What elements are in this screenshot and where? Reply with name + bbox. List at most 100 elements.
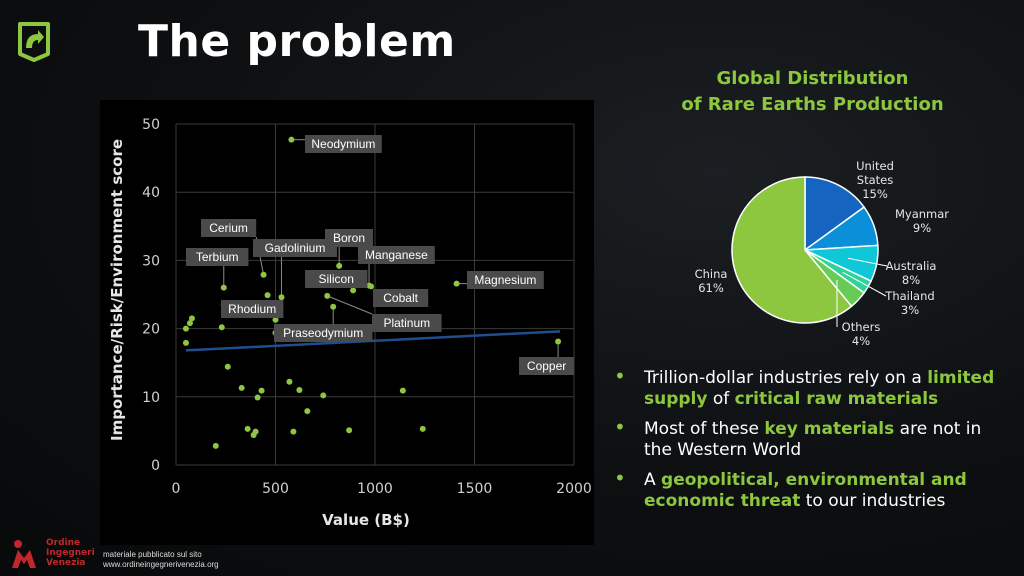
data-point	[304, 408, 311, 415]
x-axis-label: Value (B$)	[322, 511, 410, 529]
bullet-text: A	[644, 470, 662, 490]
data-label: Copper	[527, 359, 566, 373]
data-point	[288, 136, 295, 143]
footer-org-name: Ordine Ingegneri Venezia	[46, 538, 95, 568]
pie-slice-percent: 4%	[852, 334, 870, 348]
callout-box	[221, 300, 284, 318]
pie-slice-percent: 8%	[902, 273, 920, 287]
pie-title-line-1: Global Distribution	[716, 68, 909, 89]
data-point	[218, 324, 225, 331]
callout-box	[274, 324, 373, 342]
bullet-text: Most of these	[644, 419, 765, 439]
data-point	[188, 315, 195, 322]
callout-box	[201, 219, 257, 237]
bullet-highlight-text: critical raw materials	[734, 389, 939, 409]
bullet-text: Trillion-dollar industries rely on a	[644, 368, 928, 388]
callout-box	[305, 270, 368, 288]
pie-slice-percent: 61%	[698, 281, 724, 295]
callout-box	[467, 271, 544, 289]
data-points	[182, 136, 562, 449]
footer-org-line-3: Venezia	[46, 558, 86, 568]
data-label: Terbium	[196, 250, 239, 264]
data-point	[330, 303, 337, 310]
callout-box	[358, 246, 435, 264]
data-point	[250, 431, 257, 438]
footer-org-line-1: Ordine	[46, 538, 81, 548]
pie-slice-name: Australia	[886, 259, 937, 273]
red-figure-logo-icon	[12, 540, 36, 568]
pie-slice-name: China	[695, 267, 728, 281]
callout-box	[325, 229, 373, 247]
callout-box	[253, 239, 337, 257]
y-tick-label: 10	[142, 390, 160, 406]
pie-leader-line	[842, 271, 887, 297]
bullet-item: Trillion-dollar industries rely on a lim…	[612, 366, 1012, 410]
data-point	[254, 394, 261, 401]
pie-slice	[804, 176, 866, 252]
data-label: Boron	[333, 231, 365, 245]
data-point	[238, 384, 245, 391]
data-point	[220, 284, 227, 291]
x-tick-label: 0	[172, 481, 181, 497]
bullet-text: of	[707, 389, 735, 409]
data-label: Manganese	[365, 248, 428, 262]
data-point	[286, 378, 293, 385]
data-label: Silicon	[319, 272, 354, 286]
data-point	[186, 320, 193, 327]
data-point	[453, 280, 460, 287]
y-tick-label: 20	[142, 322, 160, 338]
bullet-text: are not in the Western World	[644, 419, 982, 460]
green-shield-logo-icon	[18, 22, 50, 62]
x-tick-label: 500	[262, 481, 289, 497]
x-tick-label: 2000	[556, 481, 592, 497]
data-point	[224, 363, 231, 370]
footer-note-line-1: materiale pubblicato sul sito	[103, 550, 202, 559]
data-label: Cobalt	[383, 291, 418, 305]
data-point	[399, 387, 406, 394]
data-point	[350, 287, 357, 294]
data-point	[346, 427, 353, 434]
data-label: Praseodymium	[283, 326, 363, 340]
pie-slice-name: Thailand	[884, 289, 934, 303]
x-tick-label: 1500	[457, 481, 493, 497]
data-label: Cerium	[209, 221, 248, 235]
data-point	[212, 442, 219, 449]
callout-box	[519, 357, 575, 375]
scatter-chart: 0 10 20 30 40 50 0 500 1000 1500 2000 Value (B$) I…	[100, 100, 594, 545]
data-point	[278, 294, 285, 301]
pie-slice-name: United	[856, 159, 894, 173]
footer-org-line-2: Ingegneri	[46, 548, 95, 558]
bullet-highlight-text: key materials	[764, 419, 895, 439]
y-tick-label: 0	[151, 458, 160, 474]
pie-leader-lines	[836, 257, 888, 328]
data-point	[182, 339, 189, 346]
pie-slice-name: Myanmar	[895, 207, 949, 221]
pie-slice-name: States	[857, 173, 893, 187]
y-tick-label: 30	[142, 253, 160, 269]
pie-chart-title: Global Distribution of Rare Earths Produ…	[640, 66, 985, 118]
bullet-text: to our industries	[800, 491, 946, 511]
pie-slices	[731, 176, 879, 324]
bullet-highlight-text: geopolitical, environmental and economic…	[644, 470, 967, 511]
page-title: The problem	[138, 16, 456, 67]
bullet-highlight-text: limited supply	[644, 368, 995, 409]
data-point	[272, 316, 279, 323]
data-callouts: Neodymium Terbium Cerium Gadolinium BoronMan…	[186, 135, 575, 375]
data-label: Rhodium	[228, 302, 276, 316]
x-tick-label: 1000	[357, 481, 393, 497]
data-label: Gadolinium	[265, 241, 326, 255]
data-point	[260, 271, 267, 278]
y-tick-label: 50	[142, 117, 160, 133]
pie-leader-line	[847, 257, 888, 267]
bullet-list: Trillion-dollar industries rely on a lim…	[612, 366, 1012, 521]
bullet-item: Most of these key materials are not in t…	[612, 417, 1012, 461]
data-point	[182, 325, 189, 332]
data-point	[324, 292, 331, 299]
data-point	[258, 387, 265, 394]
y-axis-label: Importance/Risk/Environment score	[108, 139, 126, 441]
y-tick-label: 40	[142, 185, 160, 201]
callout-leader	[327, 295, 373, 315]
callout-box	[372, 314, 442, 332]
